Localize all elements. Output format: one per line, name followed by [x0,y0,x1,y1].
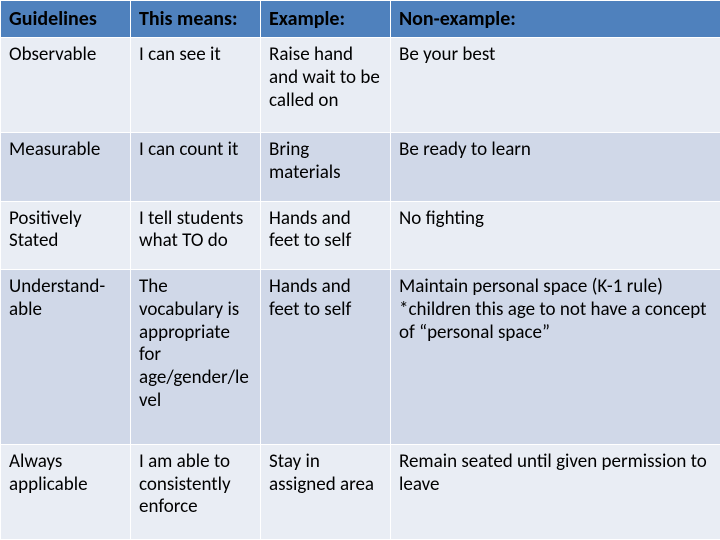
cell-non-example: No fighting [391,201,720,269]
cell-non-example: Maintain personal space (K-1 rule) *chil… [391,269,720,444]
table-row: Observable I can see it Raise hand and w… [1,38,720,133]
table-row: Understand-able The vocabulary is approp… [1,269,720,444]
cell-example: Raise hand and wait to be called on [261,38,391,133]
table-row: Positively Stated I tell students what T… [1,201,720,269]
cell-non-example: Be ready to learn [391,133,720,201]
table-header-row: Guidelines This means: Example: Non-exam… [1,1,720,38]
cell-example: Bring materials [261,133,391,201]
table-row: Measurable I can count it Bring material… [1,133,720,201]
cell-example: Hands and feet to self [261,269,391,444]
guidelines-table: Guidelines This means: Example: Non-exam… [0,0,720,540]
cell-example: Stay in assigned area [261,444,391,539]
col-header-means: This means: [131,1,261,38]
cell-means: I am able to consistently enforce [131,444,261,539]
cell-non-example: Remain seated until given permission to … [391,444,720,539]
table-row: Always applicable I am able to consisten… [1,444,720,539]
cell-guideline: Observable [1,38,131,133]
cell-guideline: Always applicable [1,444,131,539]
cell-guideline: Understand-able [1,269,131,444]
cell-non-example: Be your best [391,38,720,133]
cell-means: I tell students what TO do [131,201,261,269]
col-header-example: Example: [261,1,391,38]
col-header-guidelines: Guidelines [1,1,131,38]
cell-means: I can count it [131,133,261,201]
cell-means: The vocabulary is appropriate for age/ge… [131,269,261,444]
cell-means: I can see it [131,38,261,133]
cell-example: Hands and feet to self [261,201,391,269]
col-header-non-example: Non-example: [391,1,720,38]
cell-guideline: Measurable [1,133,131,201]
cell-guideline: Positively Stated [1,201,131,269]
